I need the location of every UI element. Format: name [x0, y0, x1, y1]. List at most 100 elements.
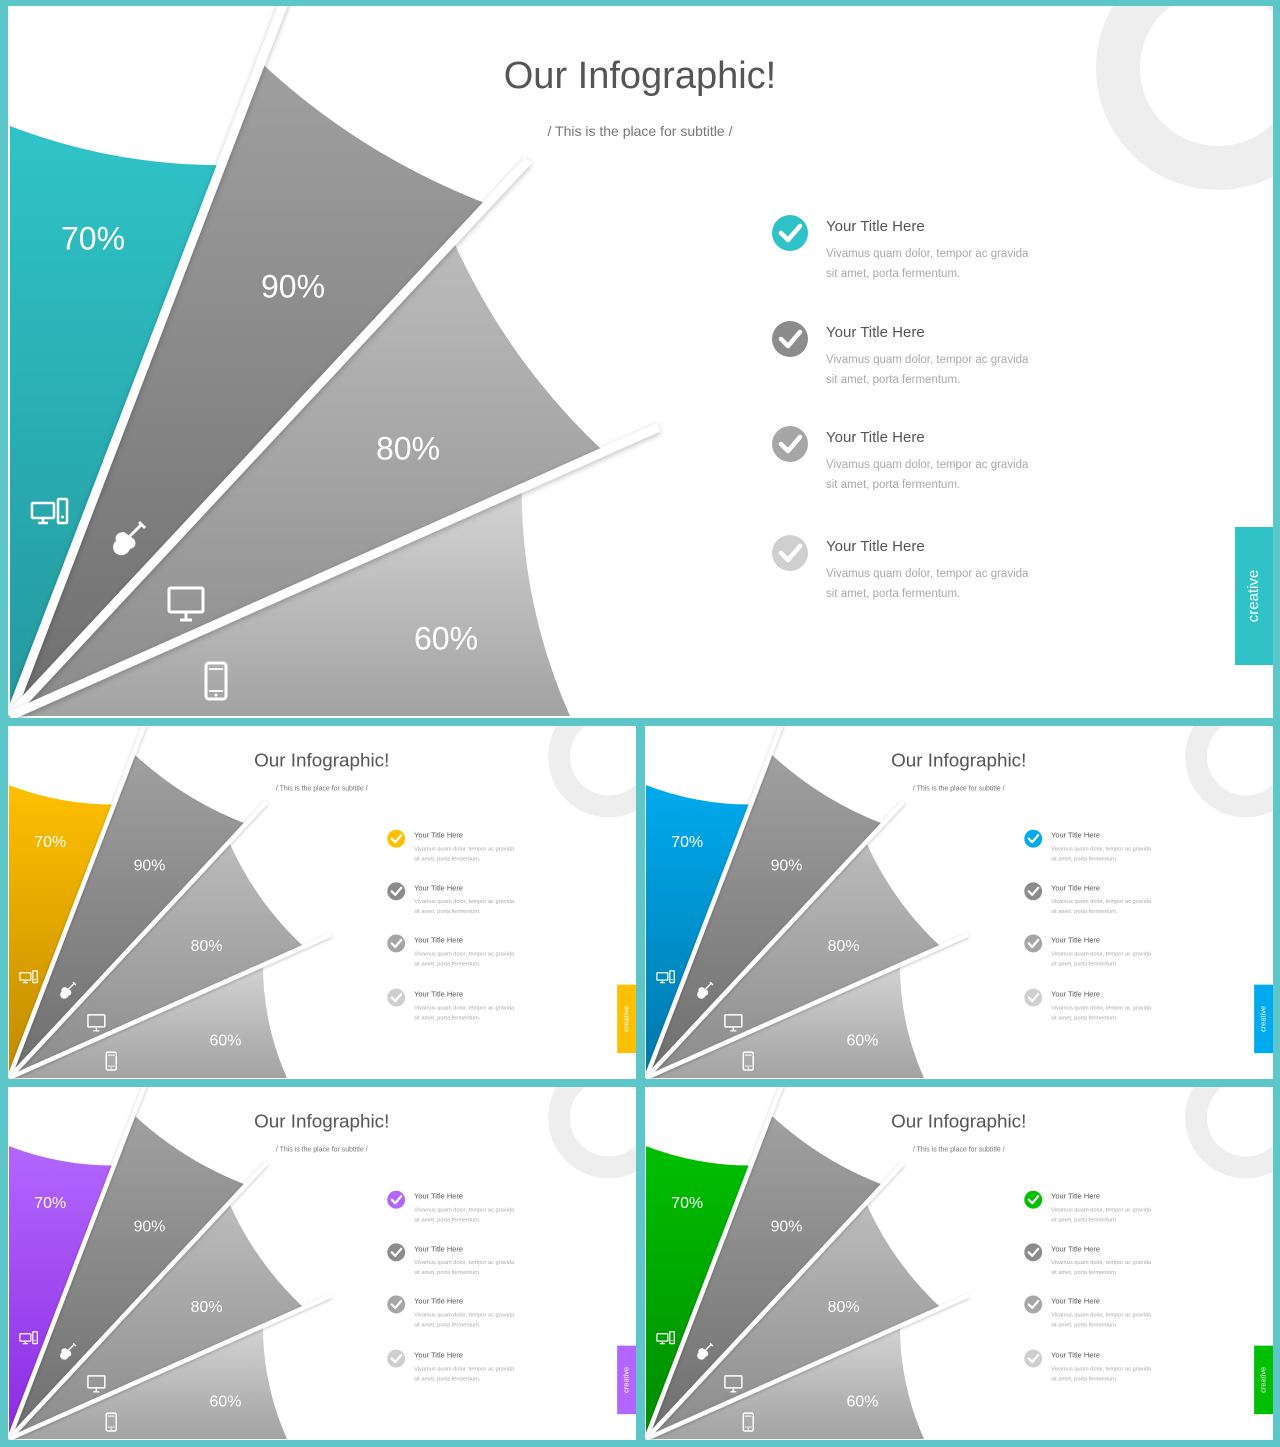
- list-item-title: Your Title Here: [414, 990, 463, 999]
- desktop-tower-icon: [19, 970, 38, 984]
- list-item: Your Title Here Vivamus quam dolor, tempo…: [1024, 829, 1152, 863]
- smartphone-icon: [742, 1051, 754, 1071]
- list-item-title: Your Title Here: [826, 538, 925, 555]
- list-item: Your Title Here Vivamus quam dolor, tempo…: [387, 1295, 515, 1328]
- check-circle-icon: [387, 988, 406, 1007]
- creative-tab[interactable]: creative: [617, 1345, 636, 1415]
- list-item-text: Vivamus quam dolor, tempor ac gravida: [414, 1208, 515, 1214]
- list-item-title: Your Title Here: [1051, 1296, 1100, 1305]
- segment-value-label: 90%: [134, 1219, 166, 1236]
- list-item-text: Vivamus quam dolor, tempor ac gravida: [1051, 951, 1152, 957]
- desktop-tower-icon: [19, 1331, 38, 1345]
- fan-separator: [8, 1293, 332, 1440]
- desktop-tower-icon: [656, 970, 675, 984]
- list-item-text: Vivamus quam dolor, tempor ac gravida: [1051, 1208, 1152, 1214]
- list-item: Your Title Here Vivamus quam dolor, tempo…: [387, 882, 515, 915]
- segment-value-label: 90%: [134, 858, 166, 875]
- fan-separator: [645, 726, 784, 1079]
- list-item: Your Title Here Vivamus quam dolor, tempo…: [1024, 1243, 1152, 1276]
- list-item-text: Vivamus quam dolor, tempor ac gravida: [826, 354, 1029, 366]
- check-circle-icon: [1024, 829, 1043, 848]
- fan-segment-3: [8, 842, 304, 1079]
- fan-separator: [8, 1087, 147, 1440]
- fan-segment-4: [645, 964, 925, 1079]
- list-item-text: Vivamus quam dolor, tempor ac gravida: [826, 568, 1029, 580]
- list-item-text: Vivamus quam dolor, tempor ac gravida: [1051, 1366, 1152, 1372]
- fan-segment-2: [10, 62, 488, 716]
- check-circle-icon: [387, 1190, 406, 1209]
- check-circle-icon: [1024, 934, 1043, 953]
- fan-separator: [645, 1087, 784, 1440]
- list-item-title: Your Title Here: [1051, 1244, 1100, 1253]
- list-item: Your Title Here Vivamus quam dolor, tempo…: [1024, 1295, 1152, 1328]
- fan-chart: 70% 90% 80% 60%: [8, 6, 661, 718]
- creative-tab[interactable]: creative: [1235, 527, 1273, 665]
- list-item-text: Vivamus quam dolor, tempor ac gravida: [826, 459, 1029, 471]
- fan-segment-4: [8, 964, 288, 1079]
- segment-value-label: 80%: [828, 1299, 860, 1316]
- segment-value-label: 70%: [671, 1195, 703, 1212]
- fan-segment-2: [645, 753, 883, 1079]
- fan-separator: [8, 932, 332, 1079]
- creative-tab[interactable]: creative: [1254, 1345, 1273, 1415]
- check-circle-icon: [1024, 1349, 1043, 1368]
- slide-blue: 70% 90% 80% 60% Our Infographic! / This i…: [645, 726, 1273, 1079]
- list-item-text: sit amet, porta fermentum.: [414, 1376, 481, 1382]
- guitar-icon: [697, 981, 714, 999]
- list-item: Your Title Here Vivamus quam dolor, tempo…: [1024, 988, 1152, 1021]
- list-item: Your Title Here Vivamus quam dolor, tempo…: [387, 829, 515, 863]
- list-item-text: sit amet, porta fermentum.: [826, 479, 960, 491]
- list-item-text: sit amet, porta fermentum.: [414, 961, 481, 967]
- list-item: Your Title Here Vivamus quam dolor, tempo…: [387, 988, 515, 1021]
- decorative-ring: [548, 1087, 636, 1179]
- page-title: Our Infographic!: [504, 55, 776, 97]
- fan-segment-2: [8, 1114, 246, 1440]
- fan-separator: [8, 1161, 268, 1440]
- desktop-tower-icon: [30, 497, 69, 525]
- list-item: Your Title Here Vivamus quam dolor, tempo…: [1024, 934, 1152, 967]
- fan-separator: [8, 800, 268, 1079]
- list-item-text: sit amet, porta fermentum.: [1051, 909, 1118, 915]
- monitor-icon: [87, 1375, 106, 1393]
- list-item-text: Vivamus quam dolor, tempor ac gravida: [414, 1366, 515, 1372]
- list-item-text: sit amet, porta fermentum.: [414, 1218, 481, 1224]
- list-item-title: Your Title Here: [1051, 990, 1100, 999]
- page-title: Our Infographic!: [254, 1111, 389, 1132]
- creative-tab[interactable]: creative: [1254, 984, 1273, 1054]
- check-circle-icon: [772, 426, 808, 462]
- list-item-title: Your Title Here: [1051, 1192, 1100, 1201]
- list-item-text: sit amet, porta fermentum.: [1051, 961, 1118, 967]
- segment-value-label: 70%: [34, 834, 66, 851]
- creative-tab[interactable]: creative: [617, 984, 636, 1054]
- fan-segment-3: [645, 1203, 941, 1440]
- segment-value-label: 60%: [847, 1393, 879, 1410]
- list-item-text: sit amet, porta fermentum.: [1051, 1015, 1118, 1021]
- list-item-title: Your Title Here: [1051, 935, 1100, 944]
- segment-value-label: 80%: [376, 430, 440, 466]
- list-item: Your Title Here Vivamus quam dolor, tempo…: [772, 535, 1029, 600]
- segment-value-label: 60%: [210, 1032, 242, 1049]
- segment-value-label: 90%: [261, 268, 325, 304]
- creative-tab-label: creative: [1259, 1006, 1268, 1032]
- list-item-text: sit amet, porta fermentum.: [414, 909, 481, 915]
- fan-segment-2: [645, 1114, 883, 1440]
- fan-separator: [645, 932, 969, 1079]
- list-item-text: sit amet, porta fermentum.: [1051, 1218, 1118, 1224]
- list-item-title: Your Title Here: [1051, 831, 1100, 840]
- fan-separator: [8, 423, 661, 718]
- list-item-title: Your Title Here: [414, 1351, 463, 1360]
- list-item: Your Title Here Vivamus quam dolor, tempo…: [387, 1349, 515, 1382]
- fan-separator: [8, 6, 288, 718]
- monitor-icon: [724, 1375, 743, 1393]
- check-circle-icon: [1024, 1190, 1043, 1209]
- list-item-text: sit amet, porta fermentum.: [1051, 1322, 1118, 1328]
- list-item-text: Vivamus quam dolor, tempor ac gravida: [826, 248, 1029, 260]
- fan-segment-4: [8, 1325, 288, 1440]
- decorative-ring: [1185, 726, 1273, 818]
- page-title: Our Infographic!: [891, 750, 1026, 771]
- list-item-title: Your Title Here: [826, 429, 925, 446]
- creative-tab-label: creative: [622, 1006, 631, 1032]
- smartphone-icon: [742, 1412, 754, 1432]
- fan-separator: [8, 157, 532, 718]
- page-subtitle: / This is the place for subtitle /: [913, 786, 1005, 793]
